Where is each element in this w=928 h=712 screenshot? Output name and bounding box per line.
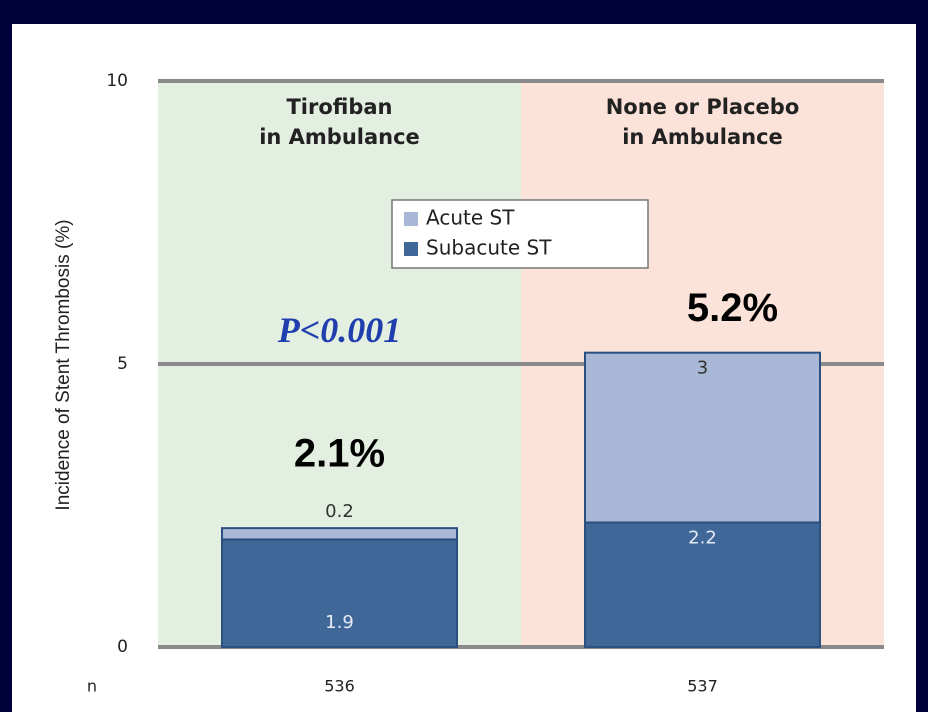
category-label: Tirofiban in Ambulance — [259, 95, 420, 149]
data-label: 1.9 — [325, 612, 354, 633]
y-tick-label: 5 — [117, 354, 128, 374]
data-label: 3 — [697, 358, 708, 379]
n-value: 537 — [687, 677, 718, 696]
legend-box — [391, 199, 649, 269]
data-label: 2.2 — [688, 527, 717, 548]
bar-segment — [221, 538, 458, 649]
total-label: 2.1% — [294, 432, 385, 476]
legend-swatch — [404, 242, 418, 256]
total-label: 5.2% — [687, 286, 778, 330]
legend-label: Subacute ST — [426, 236, 552, 260]
y-tick-label: 0 — [117, 637, 128, 657]
legend-swatch — [404, 212, 418, 226]
y-axis-label: Incidence of Stent Thrombosis (%) — [53, 219, 74, 510]
bar-segment — [221, 527, 458, 541]
annotation: P<0.001 — [277, 310, 402, 350]
bar-segment — [584, 521, 821, 648]
data-label: 0.2 — [325, 501, 354, 522]
category-label: None or Placebo in Ambulance — [605, 95, 800, 149]
n-label: n — [87, 677, 97, 696]
n-value: 536 — [324, 677, 355, 696]
bar-segment — [584, 351, 821, 524]
y-tick-label: 10 — [106, 71, 128, 91]
legend-label: Acute ST — [426, 206, 515, 230]
